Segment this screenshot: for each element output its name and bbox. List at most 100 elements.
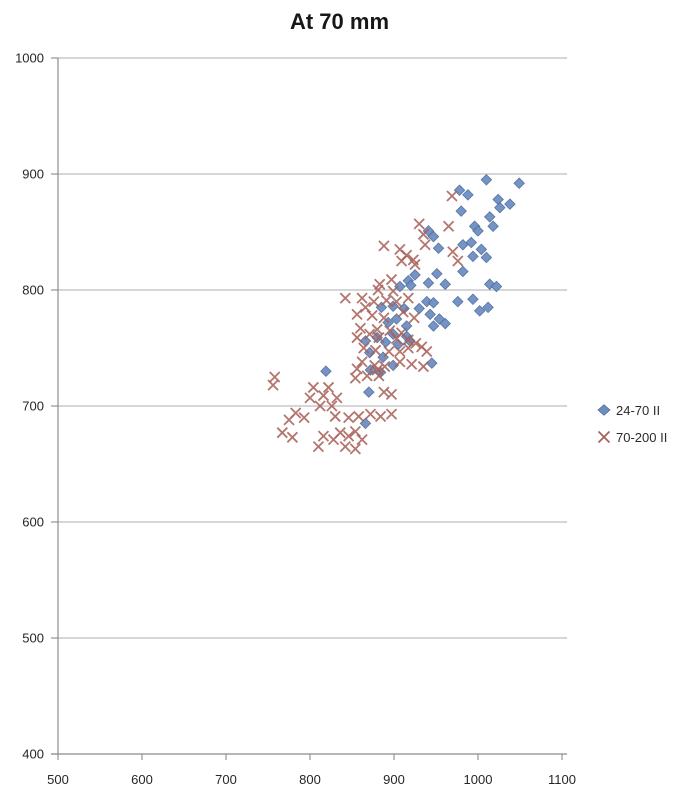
scatter-point-70-200 bbox=[374, 410, 387, 423]
scatter-point-24-70 bbox=[492, 193, 504, 206]
scatter-point-24-70 bbox=[455, 205, 467, 217]
y-tick-label: 800 bbox=[22, 283, 44, 298]
scatter-point-70-200 bbox=[359, 301, 372, 314]
scatter-point-70-200 bbox=[326, 400, 338, 412]
scatter-point-70-200 bbox=[402, 334, 414, 346]
scatter-point-70-200 bbox=[379, 360, 391, 373]
scatter-point-24-70 bbox=[483, 211, 496, 223]
scatter-point-70-200 bbox=[349, 425, 361, 438]
legend-item-70-200-ii: 70-200 II bbox=[596, 426, 667, 448]
scatter-point-70-200 bbox=[312, 440, 325, 453]
scatter-point-24-70 bbox=[472, 225, 484, 237]
scatter-point-70-200 bbox=[368, 295, 380, 308]
scatter-point-70-200 bbox=[351, 363, 363, 375]
scatter-point-24-70 bbox=[452, 295, 464, 308]
scatter-point-70-200 bbox=[378, 312, 390, 324]
legend-label: 70-200 II bbox=[616, 429, 668, 445]
scatter-point-70-200 bbox=[402, 342, 414, 354]
scatter-point-70-200 bbox=[317, 389, 330, 402]
scatter-point-70-200 bbox=[446, 190, 458, 202]
scatter-point-70-200 bbox=[364, 328, 376, 340]
scatter-point-24-70 bbox=[475, 243, 488, 256]
scatter-point-70-200 bbox=[298, 411, 310, 424]
legend: 24-70 II 70-200 II bbox=[596, 399, 667, 453]
scatter-point-70-200 bbox=[351, 308, 363, 320]
y-tick-label: 500 bbox=[22, 631, 44, 646]
scatter-point-70-200 bbox=[447, 246, 459, 258]
y-tick-label: 900 bbox=[22, 167, 44, 182]
scatter-point-24-70 bbox=[320, 365, 332, 377]
scatter-point-24-70 bbox=[457, 238, 469, 251]
scatter-point-70-200 bbox=[397, 306, 409, 318]
scatter-point-70-200 bbox=[267, 379, 279, 391]
scatter-point-70-200 bbox=[361, 370, 373, 382]
scatter-point-70-200 bbox=[394, 345, 406, 358]
scatter-point-24-70 bbox=[513, 177, 525, 190]
scatter-point-24-70 bbox=[453, 184, 466, 197]
scatter-point-70-200 bbox=[409, 258, 421, 271]
x-tick-label: 1000 bbox=[464, 772, 493, 787]
scatter-point-70-200 bbox=[452, 255, 464, 267]
scatter-point-70-200 bbox=[419, 239, 431, 251]
scatter-point-70-200 bbox=[334, 427, 346, 439]
scatter-point-24-70 bbox=[487, 220, 499, 232]
y-tick-label: 1000 bbox=[15, 51, 44, 66]
scatter-point-24-70 bbox=[462, 189, 474, 201]
scatter-point-24-70 bbox=[413, 302, 425, 315]
x-tick-label: 900 bbox=[383, 772, 405, 787]
scatter-point-70-200 bbox=[276, 427, 288, 439]
x-tick-label: 1100 bbox=[548, 772, 576, 787]
scatter-point-70-200 bbox=[339, 440, 351, 453]
scatter-point-24-70 bbox=[480, 174, 493, 186]
scatter-point-24-70 bbox=[480, 251, 493, 264]
scatter-point-70-200 bbox=[349, 443, 361, 455]
scatter-point-70-200 bbox=[390, 295, 403, 308]
scatter-point-70-200 bbox=[413, 218, 425, 230]
legend-label: 24-70 II bbox=[616, 402, 661, 418]
scatter-point-70-200 bbox=[354, 322, 367, 334]
scatter-point-70-200 bbox=[364, 408, 377, 420]
scatter-point-70-200 bbox=[385, 408, 398, 420]
scatter-point-24-70 bbox=[457, 265, 469, 278]
scatter-point-70-200 bbox=[351, 331, 363, 344]
scatter-point-70-200 bbox=[366, 309, 378, 322]
scatter-point-24-70 bbox=[504, 198, 516, 210]
scatter-point-24-70 bbox=[424, 308, 436, 321]
scatter-point-70-200 bbox=[286, 431, 298, 443]
scatter-point-70-200 bbox=[387, 285, 399, 297]
scatter-point-24-70 bbox=[467, 250, 479, 263]
scatter-point-70-200 bbox=[331, 392, 343, 404]
scatter-point-70-200 bbox=[369, 344, 382, 356]
scatter-point-70-200 bbox=[329, 410, 341, 423]
y-tick-label: 600 bbox=[22, 515, 44, 530]
scatter-point-70-200 bbox=[384, 324, 396, 337]
scatter-point-24-70 bbox=[439, 317, 452, 330]
scatter-point-70-200 bbox=[408, 312, 420, 324]
scatter-point-70-200 bbox=[322, 381, 335, 394]
scatter-point-24-70 bbox=[465, 236, 478, 249]
scatter-point-70-200 bbox=[343, 430, 355, 442]
scatter-point-24-70 bbox=[426, 357, 438, 369]
scatter-point-24-70 bbox=[482, 301, 494, 314]
scatter-point-70-200 bbox=[442, 220, 455, 232]
chart-title: At 70 mm bbox=[289, 9, 390, 34]
scatter-point-70-200 bbox=[378, 386, 390, 398]
scatter-point-70-200 bbox=[283, 414, 295, 426]
scatter-point-70-200 bbox=[356, 292, 368, 304]
scatter-point-70-200 bbox=[380, 294, 393, 307]
scatter-point-24-70 bbox=[363, 386, 375, 398]
scatter-point-70-200 bbox=[314, 400, 326, 412]
scatter-point-70-200 bbox=[343, 411, 355, 424]
scatter-point-70-200 bbox=[417, 228, 430, 240]
scatter-point-70-200 bbox=[402, 292, 414, 304]
scatter-point-70-200 bbox=[421, 345, 433, 358]
scatter-point-24-70 bbox=[359, 417, 372, 430]
scatter-point-70-200 bbox=[339, 292, 351, 304]
scatter-point-70-200 bbox=[358, 342, 370, 354]
x-tick-label: 800 bbox=[299, 772, 321, 787]
legend-item-24-70-ii: 24-70 II bbox=[596, 399, 667, 421]
scatter-point-70-200 bbox=[373, 370, 385, 382]
scatter-point-70-200 bbox=[378, 240, 390, 252]
